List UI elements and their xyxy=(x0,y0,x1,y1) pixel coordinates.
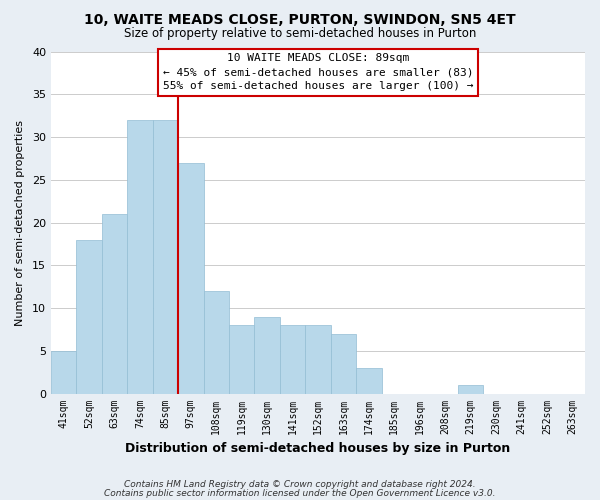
Bar xyxy=(102,214,127,394)
Bar xyxy=(229,325,254,394)
Bar xyxy=(178,162,203,394)
Bar xyxy=(127,120,152,394)
Bar xyxy=(51,351,76,394)
Text: Size of property relative to semi-detached houses in Purton: Size of property relative to semi-detach… xyxy=(124,28,476,40)
Y-axis label: Number of semi-detached properties: Number of semi-detached properties xyxy=(15,120,25,326)
Bar xyxy=(331,334,356,394)
Bar xyxy=(280,325,305,394)
Bar xyxy=(203,291,229,394)
Bar xyxy=(305,325,331,394)
Bar xyxy=(254,316,280,394)
Text: 10, WAITE MEADS CLOSE, PURTON, SWINDON, SN5 4ET: 10, WAITE MEADS CLOSE, PURTON, SWINDON, … xyxy=(84,12,516,26)
Text: Contains HM Land Registry data © Crown copyright and database right 2024.: Contains HM Land Registry data © Crown c… xyxy=(124,480,476,489)
Bar xyxy=(152,120,178,394)
X-axis label: Distribution of semi-detached houses by size in Purton: Distribution of semi-detached houses by … xyxy=(125,442,511,455)
Bar xyxy=(356,368,382,394)
Bar xyxy=(76,240,102,394)
Text: Contains public sector information licensed under the Open Government Licence v3: Contains public sector information licen… xyxy=(104,488,496,498)
Bar xyxy=(458,385,483,394)
Text: 10 WAITE MEADS CLOSE: 89sqm
← 45% of semi-detached houses are smaller (83)
55% o: 10 WAITE MEADS CLOSE: 89sqm ← 45% of sem… xyxy=(163,53,473,91)
